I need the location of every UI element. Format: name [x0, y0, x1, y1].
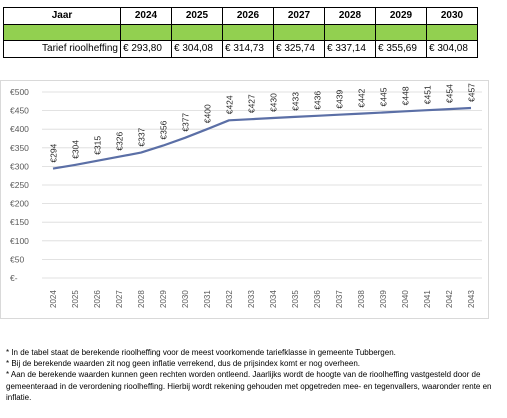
- footnote: * In de tabel staat de berekende rioolhe…: [6, 348, 396, 357]
- x-tick-label: 2039: [379, 290, 388, 308]
- x-tick-label: 2035: [291, 290, 300, 308]
- y-tick-label: €150: [10, 217, 29, 227]
- x-tick-label: 2032: [225, 290, 234, 308]
- header-year-label: Jaar: [3, 7, 121, 25]
- spacer-cell: [171, 24, 223, 41]
- x-tick-label: 2025: [71, 290, 80, 308]
- series-line: [52, 106, 472, 170]
- y-tick-label: €450: [10, 106, 29, 116]
- x-tick-label: 2027: [115, 290, 124, 308]
- tariff-cell: € 325,74: [273, 40, 325, 58]
- header-year: 2030: [426, 7, 478, 25]
- data-label: €457: [467, 83, 477, 102]
- data-label: €377: [181, 113, 191, 132]
- table-row: Tarief rioolheffing € 293,80 € 304,08 € …: [3, 40, 478, 58]
- y-tick-label: €500: [10, 87, 29, 97]
- data-label: €454: [445, 84, 455, 103]
- data-label: €337: [137, 127, 147, 146]
- footnotes: * In de tabel staat de berekende rioolhe…: [6, 347, 504, 403]
- x-tick-label: 2040: [401, 290, 410, 308]
- y-axis-labels: €- €50 €100 €150 €200 €250 €300 €350 €400 €450 €50…: [10, 87, 29, 283]
- data-label: €448: [401, 86, 411, 105]
- header-year: 2026: [222, 7, 274, 25]
- x-tick-label: 2043: [467, 290, 476, 308]
- data-label: €400: [203, 104, 213, 123]
- y-tick-label: €-: [10, 273, 18, 283]
- y-tick-label: €50: [10, 254, 24, 264]
- y-tick-label: €350: [10, 143, 29, 153]
- data-label: €424: [225, 95, 235, 114]
- spacer-cell: [273, 24, 325, 41]
- data-labels: €294 €304 €315 €326 €337 €356 €377 €400 €424 €427…: [49, 83, 477, 163]
- x-tick-label: 2038: [357, 290, 366, 308]
- x-tick-label: 2029: [159, 290, 168, 308]
- x-tick-label: 2024: [49, 290, 58, 308]
- footnote: * Aan de berekende waarden kunnen geen r…: [6, 370, 492, 402]
- data-label: €445: [379, 87, 389, 106]
- tariff-cell: € 293,80: [120, 40, 172, 58]
- header-year: 2024: [120, 7, 172, 25]
- y-tick-label: €100: [10, 236, 29, 246]
- y-tick-label: €300: [10, 161, 29, 171]
- data-label: €430: [269, 93, 279, 112]
- x-axis-labels: 2024 2025 2026 2027 2028 2029 2030 2031 2032 2033…: [49, 290, 476, 308]
- spacer-cell: [3, 24, 121, 41]
- data-label: €439: [335, 90, 345, 109]
- spacer-cell: [222, 24, 274, 41]
- data-label: €442: [357, 88, 367, 107]
- x-tick-label: 2028: [137, 290, 146, 308]
- x-tick-label: 2030: [181, 290, 190, 308]
- tariff-cell: € 304,08: [426, 40, 478, 58]
- data-label: €304: [71, 140, 81, 159]
- footnote: * Bij de berekende waarden zit nog geen …: [6, 359, 360, 369]
- x-tick-label: 2031: [203, 290, 212, 308]
- data-label: €356: [159, 120, 169, 139]
- spacer-cell: [120, 24, 172, 41]
- data-label: €436: [313, 91, 323, 110]
- header-year: 2028: [324, 7, 376, 25]
- tariff-table: Jaar 2024 2025 2026 2027 2028 2029 2030 …: [3, 7, 478, 58]
- tariff-cell: € 304,08: [171, 40, 223, 58]
- data-label: €315: [93, 136, 103, 155]
- data-label: €451: [423, 85, 433, 104]
- x-tick-label: 2033: [247, 290, 256, 308]
- table-header-row: Jaar 2024 2025 2026 2027 2028 2029 2030: [3, 7, 478, 25]
- spacer-cell: [375, 24, 427, 41]
- green-spacer-row: [3, 24, 478, 41]
- data-label: €294: [49, 143, 59, 162]
- spacer-cell: [324, 24, 376, 41]
- x-tick-label: 2037: [335, 290, 344, 308]
- header-year: 2027: [273, 7, 325, 25]
- tariff-cell: € 337,14: [324, 40, 376, 58]
- header-year: 2029: [375, 7, 427, 25]
- tariff-cell: € 355,69: [375, 40, 427, 58]
- x-tick-label: 2036: [313, 290, 322, 308]
- x-tick-label: 2034: [269, 290, 278, 308]
- data-label: €427: [247, 94, 257, 113]
- data-label: €433: [291, 92, 301, 111]
- header-year: 2025: [171, 7, 223, 25]
- tariff-line-chart: €- €50 €100 €150 €200 €250 €300 €350 €400 €450 €50…: [0, 80, 489, 319]
- y-tick-label: €200: [10, 199, 29, 209]
- tariff-cell: € 314,73: [222, 40, 274, 58]
- y-tick-label: €400: [10, 124, 29, 134]
- data-label: €326: [115, 132, 125, 151]
- chart-frame: [0, 80, 489, 319]
- x-tick-label: 2041: [423, 290, 432, 308]
- spacer-cell: [426, 24, 478, 41]
- row-label: Tarief rioolheffing: [3, 40, 121, 58]
- y-tick-label: €250: [10, 180, 29, 190]
- x-tick-label: 2042: [445, 290, 454, 308]
- x-tick-label: 2026: [93, 290, 102, 308]
